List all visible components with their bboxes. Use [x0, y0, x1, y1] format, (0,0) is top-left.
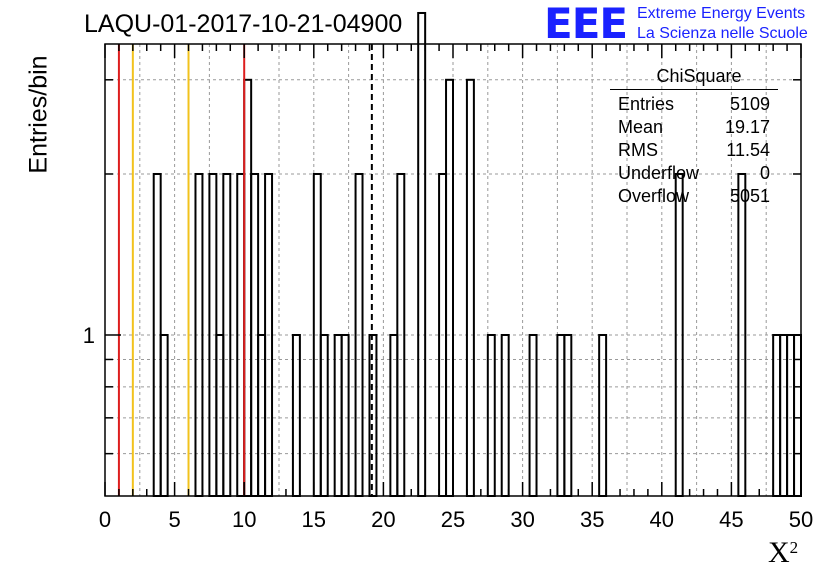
x-axis-label-sup: 2 — [789, 538, 799, 557]
stats-label: Underflow — [618, 163, 700, 183]
x-axis-label: X2 — [768, 536, 798, 570]
chart-title: LAQU-01-2017-10-21-04900 — [84, 10, 403, 38]
stats-value: 11.54 — [726, 140, 770, 160]
histogram-bar — [243, 78, 253, 498]
logo-line-2: La Scienza nelle Scuole — [637, 25, 808, 42]
logo-mark: EEE — [544, 0, 628, 48]
x-tick-label: 15 — [302, 507, 326, 532]
stats-title: ChiSquare — [656, 66, 742, 86]
x-tick-label: 20 — [371, 507, 395, 532]
histogram-bar — [445, 78, 455, 498]
x-tick-label: 50 — [789, 507, 813, 532]
stats-value: 5051 — [729, 186, 770, 206]
stats-divider — [610, 89, 778, 90]
x-tick-label: 25 — [441, 507, 465, 532]
y-tick-label: 1 — [83, 323, 95, 348]
x-tick-label: 40 — [650, 507, 674, 532]
stats-label: Entries — [618, 94, 675, 114]
stats-row-entries: Entries 5109 — [610, 93, 778, 116]
x-tick-label: 10 — [232, 507, 256, 532]
stats-row-overflow: Overflow 5051 — [610, 185, 778, 208]
logo-line-1: Extreme Energy Events — [637, 5, 806, 22]
stats-value: 5109 — [729, 94, 770, 114]
x-tick-label: 0 — [99, 507, 111, 532]
x-tick-label: 30 — [510, 507, 534, 532]
stats-value: 19.17 — [724, 117, 770, 137]
stats-row-underflow: Underflow 0 — [610, 162, 778, 185]
stats-label: RMS — [618, 140, 658, 160]
stats-box: ChiSquare Entries 5109 Mean 19.17 RMS 11.54… — [610, 66, 778, 208]
histogram-bar — [465, 78, 475, 498]
x-tick-label: 5 — [168, 507, 180, 532]
stats-label: Overflow — [618, 186, 690, 206]
stats-row-mean: Mean 19.17 — [610, 116, 778, 139]
x-tick-label: 35 — [580, 507, 604, 532]
x-tick-label: 45 — [719, 507, 743, 532]
stats-row-rms: RMS 11.54 — [610, 139, 778, 162]
stats-value: 0 — [759, 163, 770, 183]
x-axis-label-base: X — [768, 536, 790, 569]
stats-label: Mean — [618, 117, 664, 137]
histogram-bar — [417, 11, 427, 497]
